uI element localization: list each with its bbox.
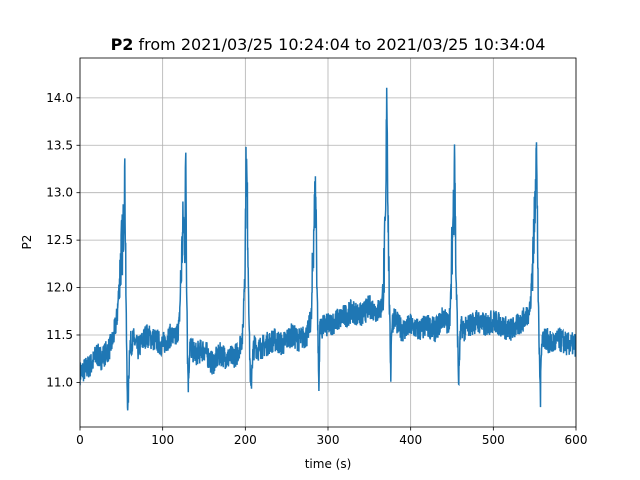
x-axis: 0 100 200 300 400 500 600	[76, 427, 587, 447]
x-tick-label: 300	[317, 433, 340, 447]
x-axis-label: time (s)	[305, 457, 352, 471]
y-tick-label: 12.0	[46, 281, 73, 295]
chart-title-bold: P2	[111, 35, 134, 54]
y-tick-label: 12.5	[46, 233, 73, 247]
y-tick-label: 14.0	[46, 91, 73, 105]
y-axis-label: P2	[20, 235, 34, 250]
x-tick-label: 400	[399, 433, 422, 447]
y-tick-label: 13.5	[46, 138, 73, 152]
chart-title: P2 from 2021/03/25 10:24:04 to 2021/03/2…	[111, 35, 546, 54]
y-tick-label: 11.0	[46, 375, 73, 389]
x-tick-label: 500	[482, 433, 505, 447]
x-tick-label: 600	[565, 433, 588, 447]
y-tick-label: 13.0	[46, 186, 73, 200]
y-tick-label: 11.5	[46, 328, 73, 342]
series-line	[80, 87, 576, 411]
chart-title-rest: from 2021/03/25 10:24:04 to 2021/03/25 1…	[133, 35, 545, 54]
x-tick-label: 200	[234, 433, 257, 447]
x-tick-label: 100	[151, 433, 174, 447]
y-axis: 11.0 11.5 12.0 12.5 13.0 13.5 14.0	[46, 91, 80, 389]
x-tick-label: 0	[76, 433, 84, 447]
